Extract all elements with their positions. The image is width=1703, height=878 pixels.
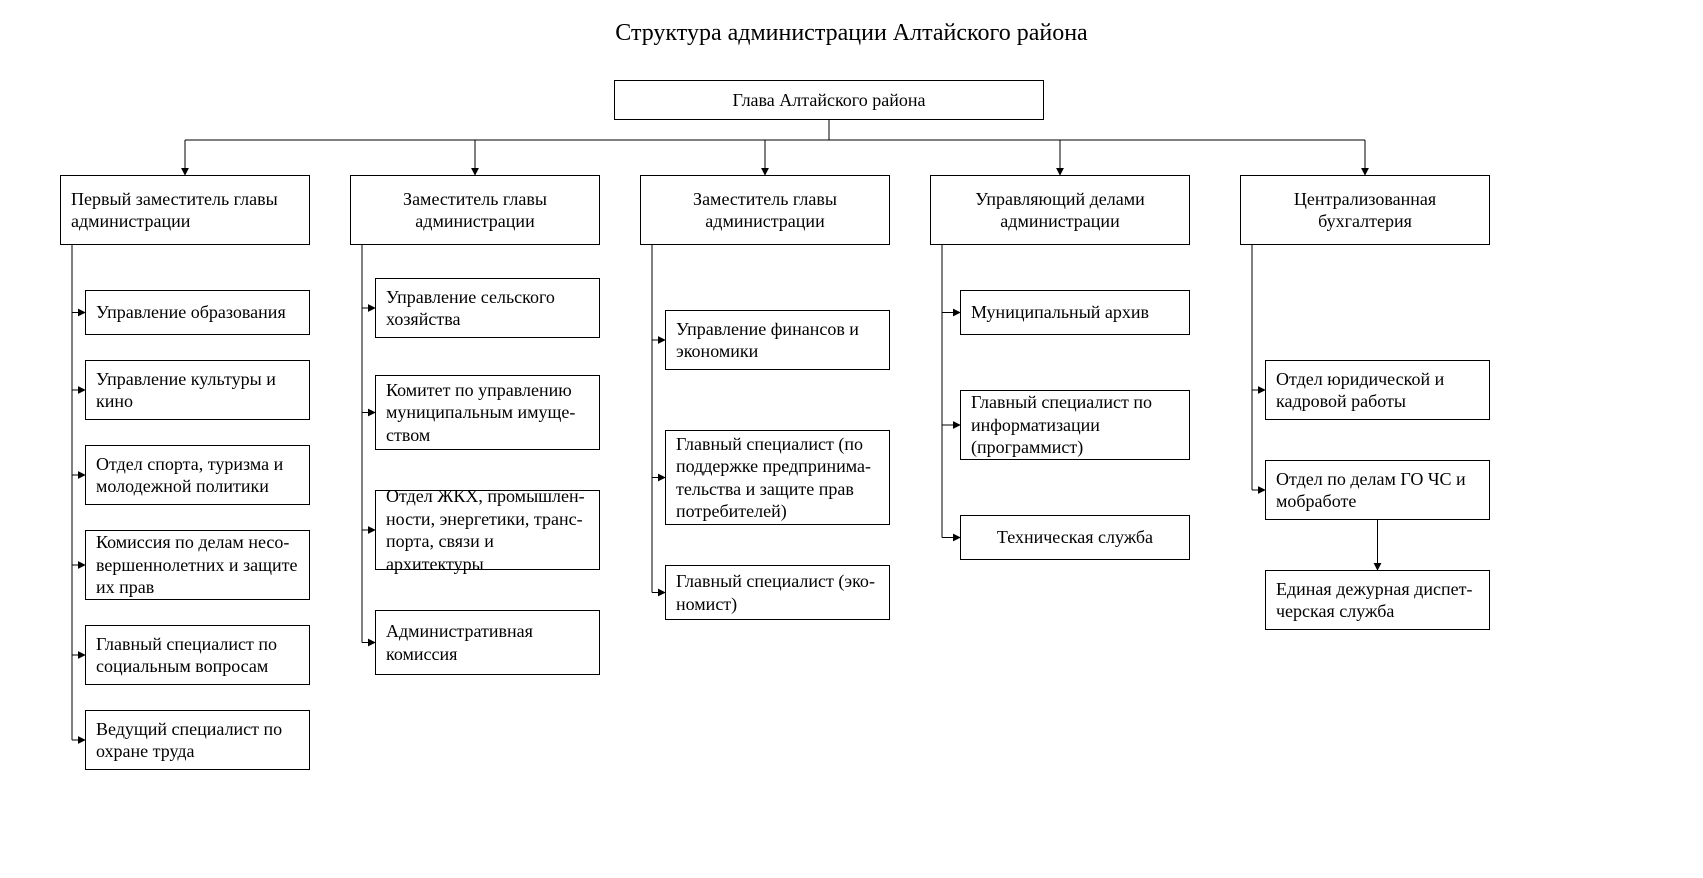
node-c1_1: Управление образования: [85, 290, 310, 335]
node-c5_3: Единая дежурная диспет­черская служба: [1265, 570, 1490, 630]
node-c2_1: Управление сельского хозяйства: [375, 278, 600, 338]
org-chart-canvas: Структура администрации Алтайского район…: [0, 0, 1703, 878]
node-c4_1: Муниципальный архив: [960, 290, 1190, 335]
node-c3_2: Главный специалист (по поддержке предпри…: [665, 430, 890, 525]
node-c5_1: Отдел юридической и кадровой работы: [1265, 360, 1490, 420]
node-root: Глава Алтайского района: [614, 80, 1044, 120]
node-col4_head: Управляющий делами администрации: [930, 175, 1190, 245]
node-c1_4: Комиссия по делам несо­вершеннолетних и …: [85, 530, 310, 600]
node-col1_head: Первый заместитель главы администрации: [60, 175, 310, 245]
node-c4_2: Главный специалист по информатизации (пр…: [960, 390, 1190, 460]
node-c3_1: Управление финансов и экономики: [665, 310, 890, 370]
node-col3_head: Заместитель главы администрации: [640, 175, 890, 245]
node-c5_2: Отдел по делам ГО ЧС и мобработе: [1265, 460, 1490, 520]
node-c4_3: Техническая служба: [960, 515, 1190, 560]
node-c1_3: Отдел спорта, туризма и молодежной полит…: [85, 445, 310, 505]
node-col5_head: Централизованная бухгалтерия: [1240, 175, 1490, 245]
node-c1_6: Ведущий специалист по охране труда: [85, 710, 310, 770]
node-col2_head: Заместитель главы администрации: [350, 175, 600, 245]
node-c2_3: Отдел ЖКХ, промышлен­ности, энергетики, …: [375, 490, 600, 570]
node-c1_5: Главный специалист по социальным вопроса…: [85, 625, 310, 685]
node-c1_2: Управление культуры и кино: [85, 360, 310, 420]
chart-title: Структура администрации Алтайского район…: [0, 20, 1703, 47]
node-c3_3: Главный специалист (эко­номист): [665, 565, 890, 620]
node-c2_4: Административная комиссия: [375, 610, 600, 675]
node-c2_2: Комитет по управлению муниципальным имущ…: [375, 375, 600, 450]
